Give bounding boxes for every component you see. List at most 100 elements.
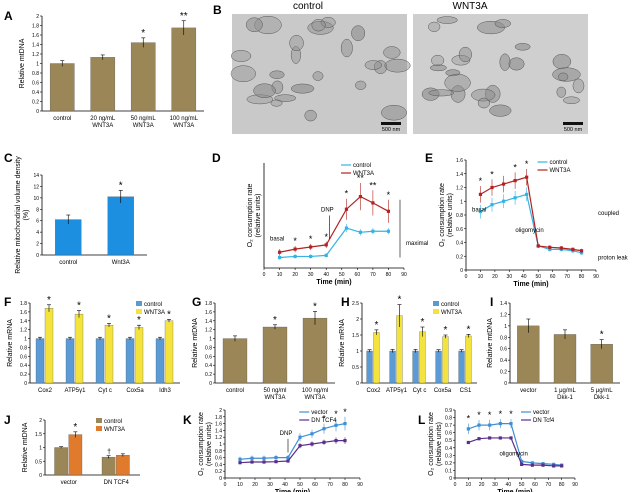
organelle-texture: [514, 43, 531, 51]
x-tick-label: 30: [308, 272, 314, 278]
bar: [517, 325, 540, 384]
y-tick-label: 1: [36, 62, 39, 68]
x-tick-label: 20: [252, 482, 258, 488]
micrograph-texture: [230, 15, 585, 122]
data-point: [478, 192, 483, 196]
organelle-texture: [384, 58, 411, 73]
panel-label-h: H: [341, 295, 350, 309]
significance-star: *: [273, 315, 277, 326]
scale-label-wnt: 500 nm: [564, 127, 583, 133]
x-tick-label: 10: [466, 482, 472, 488]
legend-label: control: [441, 302, 459, 308]
y-tick-label: 0.5: [445, 438, 452, 444]
scale-label-control: 500 nm: [382, 127, 401, 133]
organelle-texture: [431, 54, 445, 67]
legend-swatch: [96, 418, 102, 423]
x-tick-label: 60: [550, 274, 556, 280]
chart-h: H 0 0.5 1 1.5 2 2.5 Relative mRNA Cox2 * ATP5γ1 * Cy…: [339, 295, 477, 394]
organelle-texture: [383, 46, 401, 59]
data-point: [386, 209, 391, 213]
x-tick-label: 100 ng/ml WNT3A: [302, 388, 328, 401]
x-tick-label: CS1: [460, 388, 472, 394]
organelle-texture: [489, 104, 512, 117]
y-tick-label: 1.4: [20, 319, 27, 325]
y-tick-label: 0.5: [35, 459, 42, 465]
legend-label: control: [104, 419, 122, 425]
data-point: [343, 439, 347, 443]
organelle-texture: [381, 104, 407, 121]
significance-star: **: [180, 11, 188, 22]
x-tick-label: 50: [535, 274, 541, 280]
micrograph-control-title: control: [293, 1, 323, 12]
legend-label: WNT3A: [441, 310, 462, 316]
data-point: [324, 243, 328, 247]
significance-star: *: [466, 324, 470, 335]
organelle-texture: [311, 19, 326, 32]
bar: [49, 63, 75, 112]
data-point: [293, 247, 297, 251]
x-tick-label: 90: [357, 482, 363, 488]
data-point: [477, 437, 481, 441]
data-point: [477, 423, 481, 427]
legend-label: WNT3A: [104, 427, 125, 433]
chart-i: I 0 0.2 0.4 0.6 0.8 1 1.2 1.4 Relative mtDNA vecto…: [487, 295, 620, 401]
data-point: [262, 460, 266, 464]
x-tick-label: 1 μg/mL Dkk-1: [554, 388, 576, 401]
x-axis-label: Time (min): [316, 279, 351, 286]
x-tick-label: 40: [323, 272, 329, 278]
y-tick-label: 0.4: [20, 363, 27, 369]
bar: [458, 350, 465, 384]
bar: [590, 343, 613, 384]
y-tick-label: 1.6: [205, 310, 212, 316]
significance-star: *: [293, 236, 297, 246]
y-tick-label: 8: [36, 207, 39, 213]
bar: [435, 350, 442, 384]
y-tick-label: 0.4: [500, 358, 507, 364]
x-tick-label: 50: [297, 482, 303, 488]
legend-label: WNT3A: [550, 168, 571, 174]
data-point: [238, 461, 242, 465]
y-axis-label: O₂ consumption rate(relative units): [198, 412, 213, 476]
data-point: [324, 253, 328, 257]
bar: [130, 42, 156, 112]
bar: [419, 331, 426, 384]
y-tick-label: 0.6: [205, 354, 212, 360]
panel-label-f: F: [4, 295, 11, 309]
bar: [68, 434, 83, 476]
data-point: [530, 463, 534, 467]
x-tick-label: DN TCF4: [104, 480, 130, 486]
organelle-texture: [307, 21, 334, 35]
bar: [465, 335, 472, 384]
organelle-texture: [304, 109, 317, 122]
micrograph-wnt-title: WNT3A: [453, 1, 488, 12]
y-tick-label: 0: [219, 476, 222, 482]
organelle-texture: [270, 99, 283, 107]
data-point: [277, 250, 282, 254]
x-tick-label: 10: [478, 274, 484, 280]
significance-star: *: [499, 409, 503, 419]
significance-star: *: [343, 407, 347, 417]
y-tick-label: 1: [460, 199, 463, 205]
annotation-oligomycin: oligomycin: [499, 451, 527, 457]
organelle-texture: [458, 46, 472, 63]
organelle-texture: [494, 19, 511, 28]
bar: [65, 338, 75, 384]
organelle-texture: [355, 80, 367, 90]
x-tick-label: 40: [521, 274, 527, 280]
data-point: [559, 246, 563, 250]
x-tick-label: 50 ng/ml WNT3A: [263, 388, 286, 401]
significance-star: *: [397, 295, 401, 306]
y-tick-label: 0.8: [500, 335, 507, 341]
significance-star: *: [47, 295, 51, 306]
organelle-texture: [312, 71, 324, 81]
y-axis-label: Relative mtDNA: [22, 422, 29, 472]
chart-d: D O₂ consumption rate(relative units) 0 10 2…: [212, 151, 428, 286]
y-tick-label: 2: [39, 418, 42, 424]
data-point: [498, 422, 502, 426]
organelle-texture: [471, 88, 496, 102]
bar: [171, 27, 197, 112]
organelle-texture: [269, 70, 285, 79]
y-tick-label: 1.4: [500, 301, 507, 307]
organelle-texture: [231, 50, 252, 62]
data-point: [509, 436, 513, 440]
